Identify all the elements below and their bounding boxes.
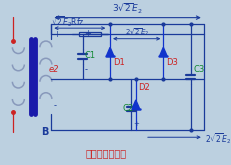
Text: $\sqrt{2}E_2$Rfz: $\sqrt{2}E_2$Rfz: [51, 14, 85, 29]
Text: C1: C1: [84, 51, 95, 60]
Text: $3\sqrt{2}E_2$: $3\sqrt{2}E_2$: [112, 2, 142, 16]
Text: C2: C2: [122, 104, 133, 113]
Text: D2: D2: [138, 83, 150, 92]
Text: D3: D3: [165, 58, 177, 66]
Text: -: -: [84, 65, 87, 74]
Text: $2\sqrt{2}E_2$: $2\sqrt{2}E_2$: [204, 131, 230, 146]
Text: +: +: [84, 29, 91, 38]
Polygon shape: [106, 47, 113, 56]
Text: D1: D1: [112, 58, 124, 66]
Polygon shape: [132, 100, 139, 109]
Text: B: B: [41, 127, 49, 137]
Text: +: +: [133, 121, 138, 127]
Text: 三倍压整流电路: 三倍压整流电路: [85, 148, 126, 158]
Text: -: -: [53, 101, 56, 111]
Text: +: +: [53, 30, 60, 39]
Bar: [79, 32, 100, 36]
Text: e2: e2: [49, 65, 59, 74]
Text: $2\sqrt{2}E_2$: $2\sqrt{2}E_2$: [124, 26, 148, 38]
Text: C3: C3: [193, 65, 204, 74]
Polygon shape: [159, 47, 166, 56]
